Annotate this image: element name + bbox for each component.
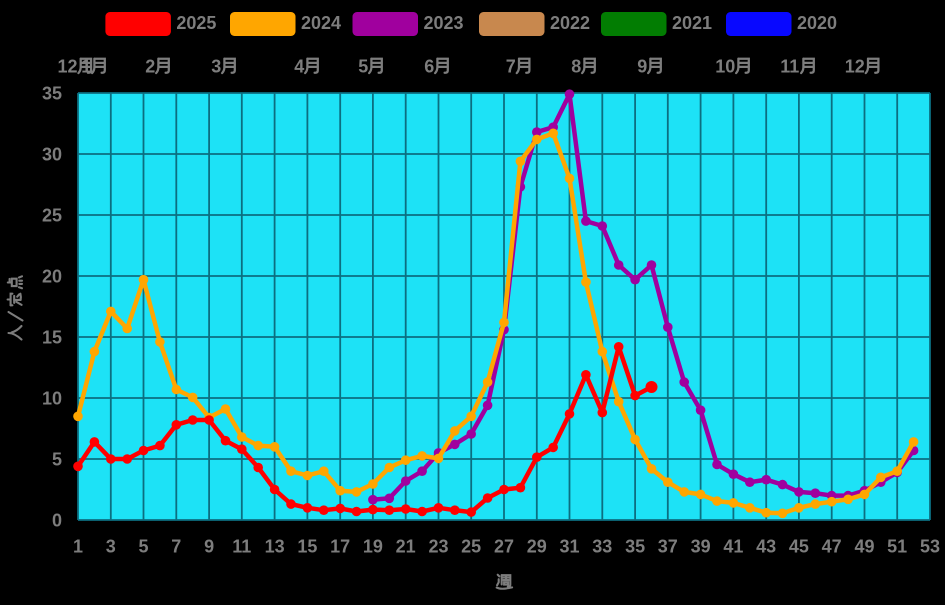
svg-text:5: 5 bbox=[52, 449, 62, 469]
svg-text:2024: 2024 bbox=[301, 13, 341, 33]
svg-text:9: 9 bbox=[637, 57, 647, 77]
svg-text:2025: 2025 bbox=[176, 13, 216, 33]
svg-text:10: 10 bbox=[42, 388, 62, 408]
svg-text:0: 0 bbox=[52, 510, 62, 530]
svg-text:21: 21 bbox=[396, 537, 416, 557]
svg-text:3: 3 bbox=[106, 537, 116, 557]
svg-text:45: 45 bbox=[789, 537, 809, 557]
svg-text:2021: 2021 bbox=[672, 13, 712, 33]
svg-text:7: 7 bbox=[171, 537, 181, 557]
svg-text:11: 11 bbox=[780, 57, 799, 77]
svg-text:49: 49 bbox=[854, 537, 874, 557]
svg-text:53: 53 bbox=[920, 537, 940, 557]
svg-text:12: 12 bbox=[845, 57, 865, 77]
svg-text:39: 39 bbox=[691, 537, 711, 557]
svg-text:10: 10 bbox=[715, 57, 735, 77]
svg-text:43: 43 bbox=[756, 537, 776, 557]
svg-text:29: 29 bbox=[527, 537, 547, 557]
svg-text:12: 12 bbox=[58, 57, 78, 77]
svg-text:25: 25 bbox=[42, 205, 62, 225]
svg-text:13: 13 bbox=[265, 537, 285, 557]
svg-text:11: 11 bbox=[232, 537, 251, 557]
svg-text:1: 1 bbox=[81, 57, 91, 77]
svg-text:15: 15 bbox=[42, 327, 62, 347]
svg-text:2: 2 bbox=[145, 57, 155, 77]
svg-text:8: 8 bbox=[571, 57, 581, 77]
svg-text:6: 6 bbox=[424, 57, 434, 77]
svg-text:19: 19 bbox=[363, 537, 383, 557]
svg-text:35: 35 bbox=[625, 537, 645, 557]
svg-text:20: 20 bbox=[42, 266, 62, 286]
svg-text:37: 37 bbox=[658, 537, 678, 557]
svg-text:23: 23 bbox=[428, 537, 448, 557]
svg-text:27: 27 bbox=[494, 537, 514, 557]
svg-text:33: 33 bbox=[592, 537, 612, 557]
svg-text:7: 7 bbox=[506, 57, 516, 77]
svg-text:2022: 2022 bbox=[550, 13, 590, 33]
svg-text:31: 31 bbox=[559, 537, 579, 557]
svg-text:30: 30 bbox=[42, 144, 62, 164]
svg-text:2020: 2020 bbox=[797, 13, 837, 33]
svg-text:5: 5 bbox=[138, 537, 148, 557]
svg-text:15: 15 bbox=[297, 537, 317, 557]
svg-text:25: 25 bbox=[461, 537, 481, 557]
svg-text:17: 17 bbox=[330, 537, 350, 557]
svg-text:35: 35 bbox=[42, 83, 62, 103]
svg-text:4: 4 bbox=[294, 57, 304, 77]
svg-text:3: 3 bbox=[211, 57, 221, 77]
svg-text:9: 9 bbox=[204, 537, 214, 557]
svg-text:51: 51 bbox=[887, 537, 907, 557]
svg-text:47: 47 bbox=[822, 537, 842, 557]
svg-text:41: 41 bbox=[723, 537, 743, 557]
svg-text:1: 1 bbox=[73, 537, 83, 557]
svg-text:2023: 2023 bbox=[424, 13, 464, 33]
svg-text:5: 5 bbox=[358, 57, 368, 77]
